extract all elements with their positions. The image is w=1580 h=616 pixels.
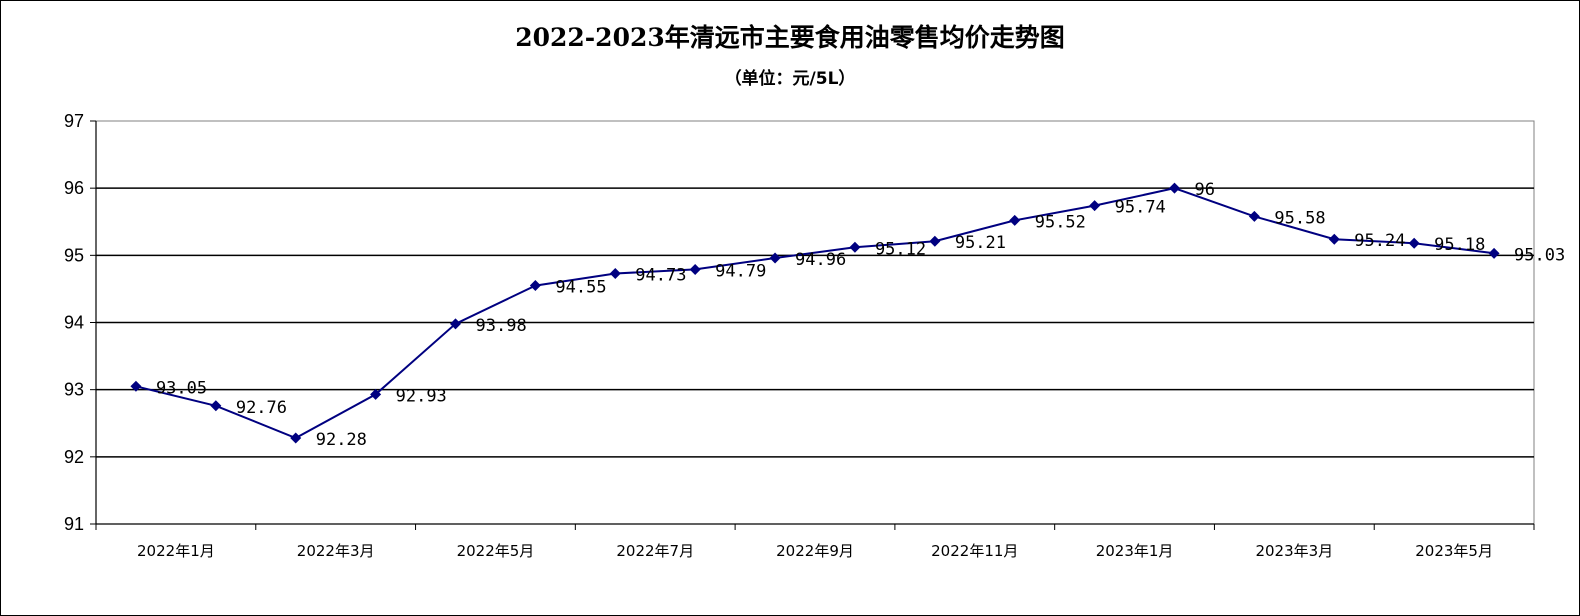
data-label: 95.03	[1514, 245, 1565, 265]
data-point	[290, 432, 302, 444]
x-tick-label: 2022年11月	[931, 542, 1018, 560]
data-point	[1009, 214, 1021, 226]
data-label: 92.93	[396, 386, 447, 406]
y-tick-label: 92	[64, 447, 84, 467]
x-tick-label: 2023年1月	[1096, 542, 1174, 560]
data-point	[769, 252, 781, 264]
data-point	[1089, 200, 1101, 212]
data-label: 96	[1195, 180, 1215, 200]
data-point	[370, 388, 382, 400]
data-label: 94.96	[795, 250, 846, 270]
x-tick-label: 2022年3月	[297, 542, 375, 560]
data-label: 95.24	[1354, 231, 1405, 251]
data-point	[1248, 210, 1260, 222]
data-point	[929, 235, 941, 247]
data-point	[1488, 247, 1500, 259]
data-label: 93.98	[476, 316, 527, 336]
data-point	[689, 263, 701, 275]
y-tick-label: 96	[64, 178, 84, 198]
data-label: 95.74	[1115, 198, 1166, 218]
chart-subtitle: （单位：元/5L）	[724, 69, 856, 89]
data-label: 95.12	[875, 239, 926, 259]
y-tick-label: 91	[64, 514, 84, 534]
x-tick-label: 2023年5月	[1415, 542, 1493, 560]
data-point	[210, 400, 222, 412]
series-line	[135, 187, 1495, 440]
data-label: 93.05	[156, 378, 207, 398]
y-tick-label: 94	[64, 313, 84, 333]
x-tick-label: 2022年1月	[137, 542, 215, 560]
x-tick-label: 2022年7月	[616, 542, 694, 560]
data-label: 92.28	[316, 430, 367, 450]
x-tick-label: 2022年9月	[776, 542, 854, 560]
data-point	[1169, 182, 1180, 194]
data-point	[609, 267, 621, 279]
data-label: 95.52	[1035, 212, 1086, 232]
y-tick-label: 97	[64, 111, 84, 131]
data-label: 95.58	[1274, 208, 1325, 228]
data-point	[130, 380, 142, 392]
data-label: 94.79	[715, 261, 766, 281]
data-label: 94.73	[635, 265, 686, 285]
data-label: 94.55	[555, 278, 606, 298]
data-point	[450, 318, 461, 330]
data-label: 92.76	[236, 398, 287, 418]
data-label: 95.18	[1434, 235, 1485, 255]
data-point	[849, 241, 861, 253]
chart-title: 2022-2023年清远市主要食用油零售均价走势图	[515, 23, 1065, 52]
data-label: 95.21	[955, 233, 1006, 253]
x-tick-label: 2022年5月	[457, 542, 535, 560]
data-point	[529, 280, 541, 292]
x-tick-label: 2023年3月	[1255, 542, 1333, 560]
data-point	[1408, 237, 1420, 249]
data-point	[1328, 233, 1340, 245]
y-tick-label: 95	[64, 245, 84, 265]
y-tick-label: 93	[64, 380, 84, 400]
